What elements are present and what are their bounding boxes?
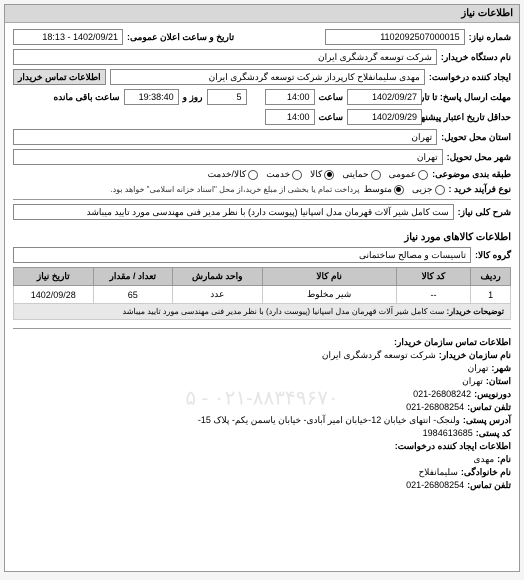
buytype-radios: جزیی متوسط — [364, 184, 445, 195]
goods-desc-row: توضیحات خریدار: ست کامل شیر آلات قهرمان … — [13, 304, 511, 320]
table-row: 1 -- شیر مخلوط عدد 65 1402/09/28 — [14, 286, 511, 304]
col-header: تاریخ نیاز — [14, 268, 94, 286]
cphone2-value: 021-26808254 — [406, 480, 464, 491]
prov-value: تهران — [468, 363, 489, 374]
desc-value: ست کامل شیر آلات قهرمان مدل اسپانیا (پیو… — [13, 204, 454, 220]
buytype-note: پرداخت تمام یا بخشی از مبلغ خرید،از محل … — [110, 185, 359, 194]
radio-opt[interactable]: متوسط — [364, 184, 404, 195]
desc-label: شرح کلی نیاز: — [458, 207, 511, 218]
time-label-2: ساعت — [319, 112, 344, 123]
date-value: 1402/09/21 - 18:13 — [13, 29, 123, 45]
section-header: اطلاعات نیاز — [5, 5, 519, 23]
num-value: 1102092507000015 — [325, 29, 465, 45]
group-value: تاسیسات و مصالح ساختمانی — [13, 247, 471, 263]
date-label: تاریخ و ساعت اعلان عمومی: — [127, 32, 234, 43]
budget-label: طبقه بندی موضوعی: — [432, 169, 511, 180]
col-header: واحد شمارش — [173, 268, 262, 286]
cphone2-label: تلفن تماس: — [467, 480, 511, 491]
days-value: 5 — [207, 89, 247, 105]
radio-opt[interactable]: حمایتی — [342, 169, 380, 180]
requester-label: ایجاد کننده درخواست: — [429, 72, 511, 83]
col-header: تعداد / مقدار — [93, 268, 173, 286]
remain-label: ساعت باقی مانده — [54, 92, 120, 103]
buyer-note-label: توضیحات خریدار: — [447, 307, 504, 316]
radio-opt[interactable]: خدمت — [266, 169, 302, 180]
name-label: نام: — [497, 454, 511, 465]
radio-opt[interactable]: کالا/خدمت — [208, 169, 259, 180]
group-label: گروه کالا: — [475, 250, 511, 261]
creator-header: اطلاعات ایجاد کننده درخواست: — [395, 441, 511, 452]
deadline-label: مهلت ارسال پاسخ: تا تاریخ: — [426, 92, 511, 103]
contact-header: اطلاعات تماس سازمان خریدار: — [394, 337, 511, 348]
province-value: تهران — [13, 129, 437, 145]
cphone-label: تلفن تماس: — [467, 402, 511, 413]
delivery-label: حداقل تاریخ اعتبار پیشنهاد: تا تاریخ: — [426, 112, 511, 123]
addr-value: ولنجک- انتهای خیابان 12-خیابان امیر آباد… — [198, 415, 460, 426]
radio-opt[interactable]: جزیی — [412, 184, 445, 195]
col-header: ردیف — [471, 268, 511, 286]
col-header: نام کالا — [262, 268, 396, 286]
col-header: کد کالا — [396, 268, 471, 286]
delivery-date: 1402/09/29 — [347, 109, 422, 125]
buyer-label: نام دستگاه خریدار: — [441, 52, 511, 63]
ccity-label: استان: — [486, 376, 511, 387]
deadline-date: 1402/09/27 — [347, 89, 422, 105]
org-label: نام سازمان خریدار: — [439, 350, 511, 361]
org-value: شرکت توسعه گردشگری ایران — [322, 350, 436, 361]
buytype-label: نوع فرآیند خرید : — [449, 184, 512, 195]
contact-button[interactable]: اطلاعات تماس خریدار — [13, 69, 106, 85]
cphone-value: 021-26808254 — [406, 402, 464, 413]
radio-opt[interactable]: کالا — [310, 169, 334, 180]
fax-label: دورنویس: — [474, 389, 511, 400]
radio-opt[interactable]: عمومی — [389, 169, 429, 180]
lname-value: سلیمانفلاح — [419, 467, 458, 478]
goods-table: ردیف کد کالا نام کالا واحد شمارش تعداد /… — [13, 267, 511, 304]
remain-value: 19:38:40 — [124, 89, 179, 105]
fax-value: 021-26808242 — [413, 389, 471, 400]
buyer-value: شرکت توسعه گردشگری ایران — [13, 49, 437, 65]
goods-header: اطلاعات کالاهای مورد نیاز — [5, 230, 519, 245]
time-label-1: ساعت — [319, 92, 344, 103]
name-value: مهدی — [473, 454, 494, 465]
prov-label: شهر: — [491, 363, 511, 374]
deadline-time: 14:00 — [265, 89, 315, 105]
delivery-time: 14:00 — [265, 109, 315, 125]
budget-radios: عمومی حمایتی کالا خدمت کالا/خدمت — [208, 169, 429, 180]
post-value: 1984613685 — [423, 428, 473, 439]
buyer-note: ست کامل شیر آلات قهرمان مدل اسپانیا (پیو… — [123, 307, 445, 316]
requester-value: مهدی سلیمانفلاح کارپرداز شرکت توسعه گردش… — [110, 69, 425, 85]
num-label: شماره نیاز: — [469, 32, 511, 43]
days-label: روز و — [183, 92, 203, 103]
lname-label: نام خانوادگی: — [461, 467, 511, 478]
province-label: استان محل تحویل: — [441, 132, 511, 143]
city-label: شهر محل تحویل: — [447, 152, 511, 163]
city-value: تهران — [13, 149, 443, 165]
post-label: کد پستی: — [476, 428, 511, 439]
ccity-value: تهران — [462, 376, 483, 387]
addr-label: آدرس پستی: — [463, 415, 511, 426]
